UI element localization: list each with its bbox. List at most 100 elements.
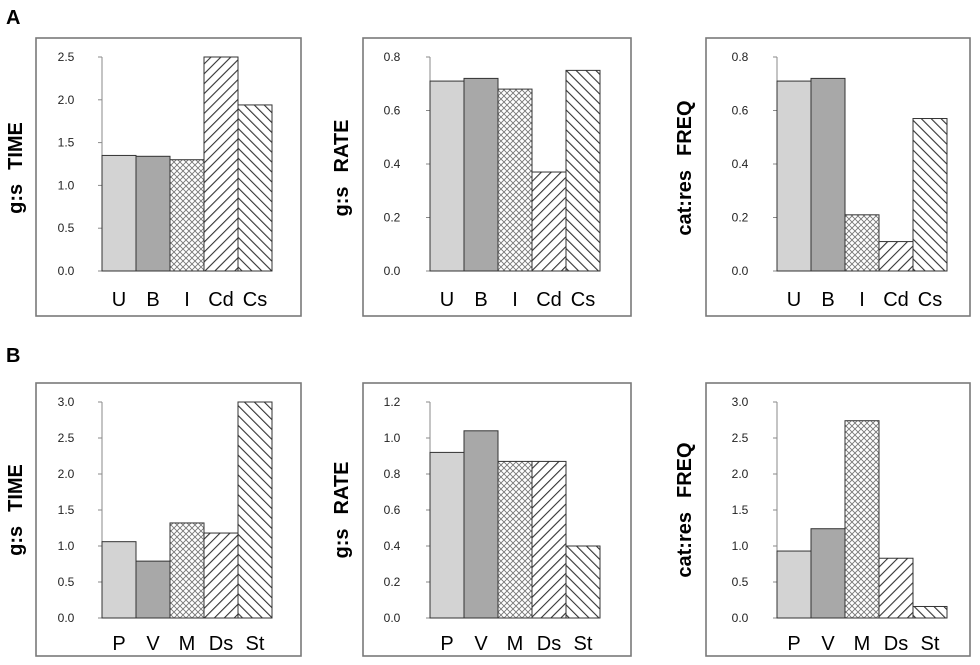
- category-label: U: [440, 289, 454, 311]
- category-label: St: [574, 633, 593, 655]
- y-tick-label: 0.2: [732, 211, 749, 225]
- y-tick-label: 0.0: [732, 264, 749, 278]
- bar-v: [463, 430, 499, 619]
- category-label: P: [787, 633, 800, 655]
- y-tick-label: 0.8: [384, 467, 401, 481]
- category-label: U: [112, 289, 126, 311]
- bar-cs: [912, 118, 948, 272]
- bar-ds: [531, 460, 567, 619]
- category-label: Cd: [883, 289, 909, 311]
- y-label-measure: TIME: [5, 122, 27, 170]
- bar-m: [497, 460, 533, 619]
- y-tick-label: 2.5: [732, 431, 749, 445]
- panel-label-b: B: [6, 345, 20, 367]
- category-label: Cd: [208, 289, 234, 311]
- y-tick-label: 0.0: [384, 264, 401, 278]
- y-tick-label: 1.0: [58, 539, 75, 553]
- y-tick-label: 2.0: [58, 93, 75, 107]
- category-label: I: [859, 289, 865, 311]
- y-label-prefix: cat:res: [674, 512, 696, 578]
- y-label-measure: FREQ: [674, 442, 696, 498]
- bar-v: [810, 528, 846, 619]
- y-tick-label: 0.5: [58, 575, 75, 589]
- y-tick-label: 0.6: [384, 503, 401, 517]
- category-label: I: [512, 289, 518, 311]
- category-label: Cs: [243, 289, 267, 311]
- bar-u: [776, 80, 812, 272]
- category-label: B: [474, 289, 487, 311]
- bar-b: [810, 77, 846, 272]
- y-tick-label: 1.0: [732, 539, 749, 553]
- y-tick-label: 0.6: [384, 104, 401, 118]
- y-tick-label: 0.2: [384, 575, 401, 589]
- y-tick-label: 0.5: [58, 221, 75, 235]
- chart-a-2: 0.0 0.2 0.4 0.6 0.8 U B I Cd Cs g:s RATE: [331, 37, 632, 317]
- y-tick-label: 0.2: [384, 211, 401, 225]
- chart-a-1: 0.0 0.5 1.0 1.5 2.0 2.5 U B I Cd Cs g:s TIME: [5, 37, 302, 317]
- y-tick-label: 1.0: [58, 178, 75, 192]
- bar-st: [912, 605, 948, 619]
- y-tick-label: 2.5: [58, 431, 75, 445]
- y-label-prefix: g:s: [5, 526, 27, 556]
- y-tick-label: 3.0: [58, 395, 75, 409]
- bar-cd: [878, 241, 914, 272]
- y-tick-label: 2.0: [732, 467, 749, 481]
- bar-p: [429, 451, 465, 619]
- chart-b-2: 0.0 0.2 0.4 0.6 0.8 1.0 1.2 P V M Ds St g:s RATE: [331, 382, 632, 657]
- y-tick-label: 1.0: [384, 431, 401, 445]
- y-axis-label: g:s TIME: [5, 464, 27, 556]
- y-label-prefix: g:s: [331, 186, 353, 216]
- chart-b-1: 0.0 0.5 1.0 1.5 2.0 2.5 3.0 P V M Ds St g:s TIME: [5, 382, 302, 657]
- category-label: Ds: [537, 633, 561, 655]
- category-label: B: [821, 289, 834, 311]
- category-label: Ds: [884, 633, 908, 655]
- y-label-measure: RATE: [331, 120, 353, 173]
- y-tick-label: 1.2: [384, 395, 401, 409]
- category-label: V: [146, 633, 160, 655]
- category-label: Cs: [571, 289, 595, 311]
- bar-p: [776, 550, 812, 619]
- y-axis-label: cat:res FREQ: [674, 442, 696, 577]
- y-tick-label: 0.4: [732, 157, 749, 171]
- y-label-measure: FREQ: [674, 100, 696, 156]
- category-label: B: [146, 289, 159, 311]
- chart-a-3: 0.0 0.2 0.4 0.6 0.8 U B I Cd Cs cat:res FREQ: [674, 37, 971, 317]
- y-tick-label: 0.8: [384, 50, 401, 64]
- bar-m: [169, 522, 205, 619]
- y-tick-label: 0.6: [732, 104, 749, 118]
- y-tick-label: 0.0: [58, 264, 75, 278]
- category-label: St: [246, 633, 265, 655]
- y-axis-label: g:s TIME: [5, 122, 27, 214]
- chart-b-3: 0.0 0.5 1.0 1.5 2.0 2.5 3.0 P V M Ds St cat:res FREQ: [674, 382, 971, 657]
- bar-cs: [565, 69, 601, 272]
- y-label-prefix: g:s: [5, 184, 27, 214]
- bar-ds: [878, 557, 914, 619]
- y-axis-label: g:s RATE: [331, 462, 353, 559]
- y-tick-label: 0.4: [384, 157, 401, 171]
- bar-st: [565, 545, 601, 619]
- bar-b: [135, 155, 171, 272]
- y-label-prefix: g:s: [331, 528, 353, 558]
- category-label: Cs: [918, 289, 942, 311]
- y-tick-label: 0.0: [58, 611, 75, 625]
- y-label-measure: RATE: [331, 462, 353, 515]
- bar-cd: [203, 56, 239, 272]
- y-label-measure: TIME: [5, 464, 27, 512]
- y-tick-label: 2.5: [58, 50, 75, 64]
- y-tick-label: 1.5: [732, 503, 749, 517]
- category-label: V: [821, 633, 835, 655]
- bar-m: [844, 420, 880, 619]
- bar-cs: [237, 104, 273, 272]
- y-tick-label: 0.4: [384, 539, 401, 553]
- category-label: P: [440, 633, 453, 655]
- y-tick-label: 0.5: [732, 575, 749, 589]
- bar-v: [135, 560, 171, 619]
- category-label: Cd: [536, 289, 562, 311]
- category-label: U: [787, 289, 801, 311]
- category-label: I: [184, 289, 190, 311]
- y-label-prefix: cat:res: [674, 170, 696, 236]
- y-tick-label: 0.8: [732, 50, 749, 64]
- panel-label-a: A: [6, 7, 20, 29]
- bar-i: [497, 88, 533, 272]
